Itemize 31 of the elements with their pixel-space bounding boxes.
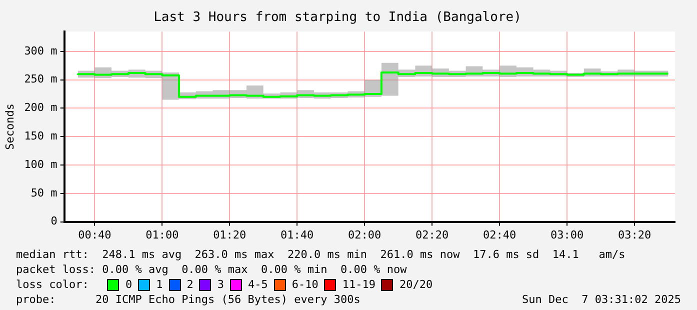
legend-label: 0 <box>125 278 132 291</box>
legend-label: 20/20 <box>399 278 433 291</box>
text: packet loss: 0.00 % avg 0.00 % max 0.00 % min 0.00 % now <box>16 263 407 276</box>
legend-label: 1 <box>156 278 163 291</box>
y-axis-title: Seconds <box>3 104 16 150</box>
y-tick-label: 50 m <box>30 186 58 200</box>
legend-label: 6-10 <box>292 278 318 291</box>
y-tick-label: 200 m <box>24 101 58 114</box>
legend-label: 2 <box>186 278 194 291</box>
text: probe: 20 ICMP Echo Pings (56 Bytes) every 300s <box>16 293 360 306</box>
y-tick-label: 100 m <box>24 158 58 171</box>
x-tick-label: 03:00 <box>550 228 584 242</box>
legend-label: 3 <box>217 278 224 291</box>
legend-label: 11-19 <box>342 278 376 291</box>
text: median rtt: 248.1 ms avg 263.0 ms max 220.0 ms min 261.0 ms now 17.6 ms sd 14.1 am/s <box>16 248 626 261</box>
x-tick-label: 01:00 <box>146 228 179 242</box>
x-tick-label: 01:40 <box>280 228 314 242</box>
x-tick-label: 02:40 <box>483 228 516 242</box>
x-tick-label: 02:00 <box>348 228 382 242</box>
x-tick-label: 01:20 <box>213 228 246 242</box>
y-tick-label: 0 <box>50 214 58 228</box>
legend-title: loss color: <box>16 278 90 291</box>
y-tick-label: 150 m <box>24 129 58 142</box>
chart-title: Last 3 Hours from starping to India (Bangalore) <box>154 10 522 26</box>
text: Sun Dec 7 03:31:02 2025 <box>522 293 681 306</box>
y-tick-label: 250 m <box>24 72 58 86</box>
legend-label: 4-5 <box>248 278 268 291</box>
x-tick-label: 02:20 <box>416 228 449 242</box>
y-tick-label: 300 m <box>24 44 58 58</box>
x-tick-label: 00:40 <box>78 228 112 242</box>
x-tick-label: 03:20 <box>618 228 652 242</box>
